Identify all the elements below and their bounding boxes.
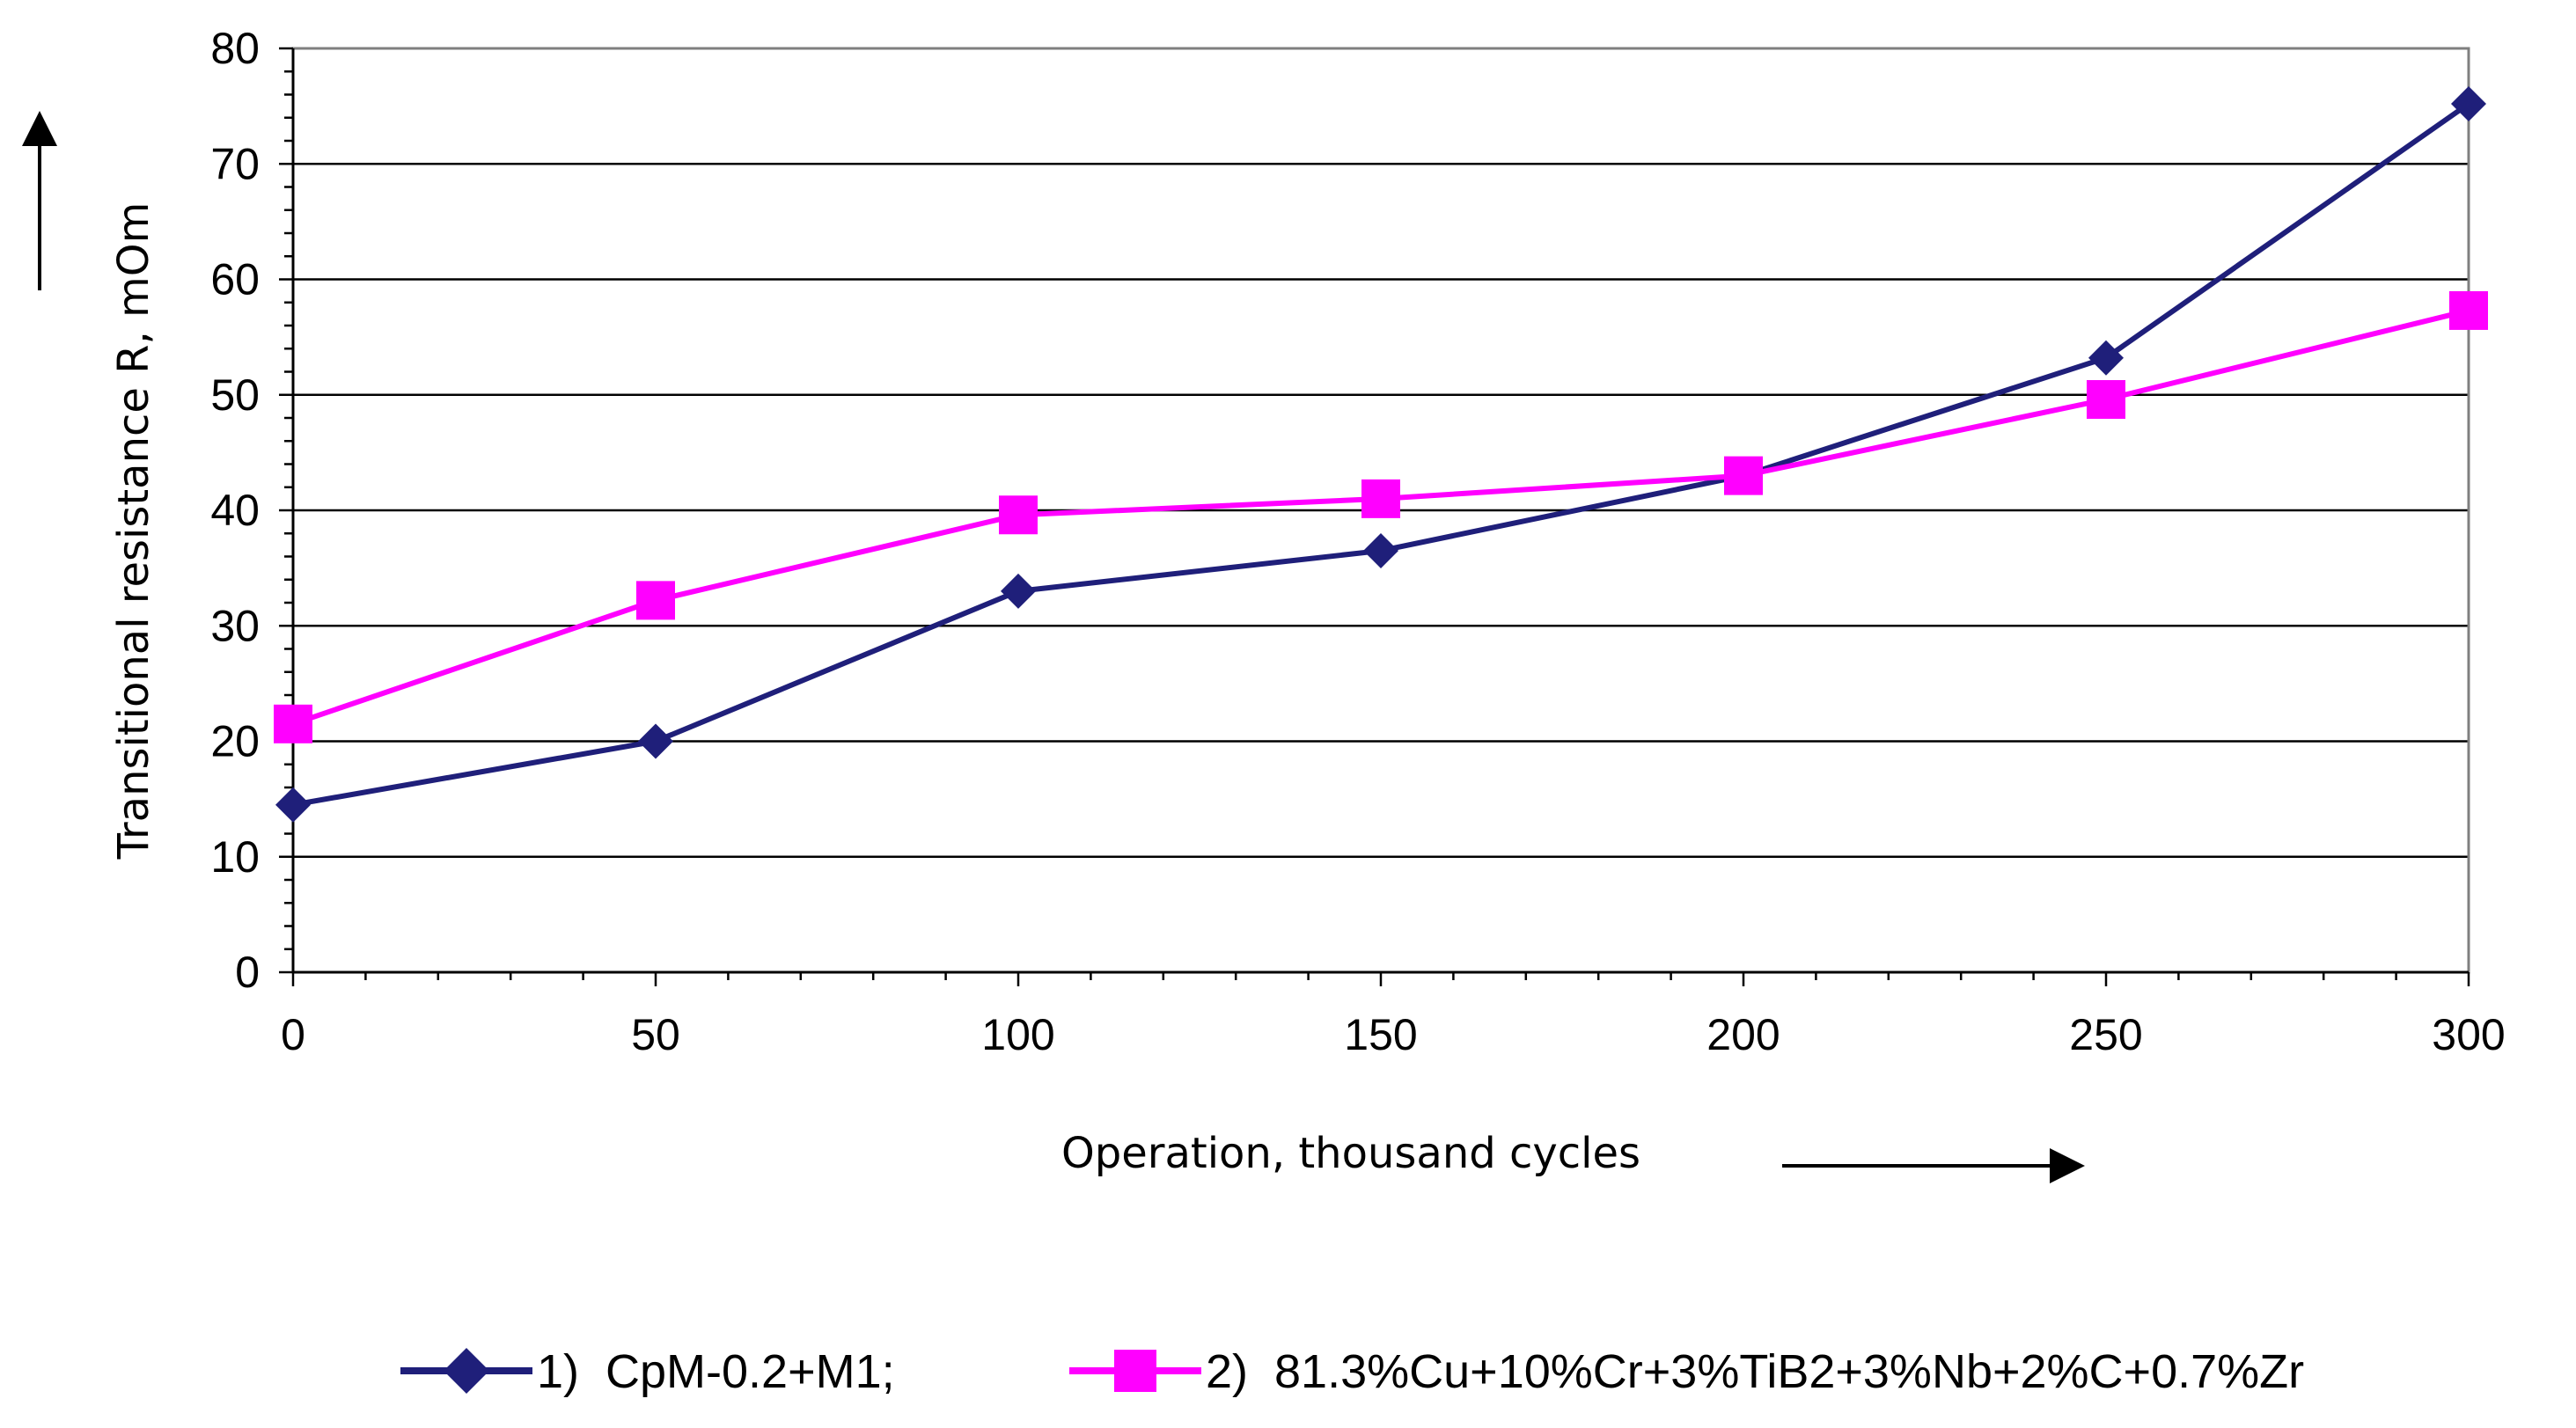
y-tick-label-60: 60 [210,255,260,304]
legend-label-series-1: 1) CpM-0.2+M1; [537,1345,895,1398]
y-tick-label-20: 20 [210,717,260,766]
legend-marker-series-2 [1114,1350,1156,1392]
series-line-1 [292,101,2470,808]
data-point-series-2 [999,495,1038,535]
x-tick-label-50: 50 [631,1010,680,1059]
series-1 [275,86,2486,823]
data-point-series-1 [2088,340,2124,376]
y-tick-label-80: 80 [210,24,260,73]
y-tick-label-30: 30 [210,601,260,650]
y-tick-label-40: 40 [210,486,260,535]
x-tick-label-150: 150 [1344,1010,1417,1059]
legend: 1) CpM-0.2+M1; 2) 81.3%Cu+10%Cr+3%TiB2+3… [400,1345,2304,1398]
data-point-series-2 [1361,479,1400,518]
x-tick-label-200: 200 [1706,1010,1780,1059]
data-point-series-2 [2449,290,2488,330]
x-tick-label-0: 0 [281,1010,305,1059]
legend-label-series-2: 2) 81.3%Cu+10%Cr+3%TiB2+3%Nb+2%C+0.7%Zr [1206,1345,2304,1398]
y-tick-label-70: 70 [210,139,260,188]
y-tick-label-0: 0 [235,948,260,997]
x-tick-label-300: 300 [2432,1010,2505,1059]
data-point-series-1 [2451,86,2486,121]
data-point-series-2 [636,581,675,620]
x-tick-label-250: 250 [2069,1010,2142,1059]
series-2 [274,290,2488,743]
data-point-series-2 [1724,456,1763,495]
legend-marker-series-1 [444,1348,489,1394]
data-point-series-2 [2087,380,2125,419]
data-point-series-1 [638,723,673,759]
gridlines [293,47,2469,858]
data-point-series-1 [1001,573,1036,609]
series-lines [274,86,2488,823]
y-tick-label-50: 50 [210,370,260,420]
data-point-series-1 [275,787,311,823]
x-tick-label-100: 100 [981,1010,1054,1059]
data-point-series-1 [1363,532,1398,568]
tick-labels: 0 10 20 30 40 50 60 70 80 0 50 100 150 200 250 300 [210,24,2505,1059]
y-axis-title: Transitional resistance R, mOm [109,202,158,860]
x-axis-title: Operation, thousand cycles [1061,1129,1640,1178]
y-tick-label-10: 10 [210,832,260,882]
data-point-series-2 [274,704,312,743]
